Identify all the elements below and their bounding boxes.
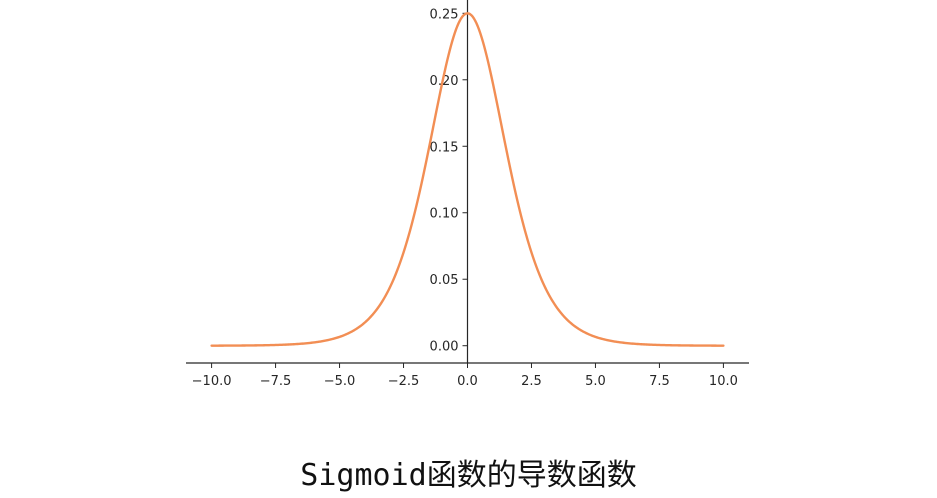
y-tick-label: 0.15 xyxy=(430,140,459,155)
x-tick-label: −7.5 xyxy=(260,374,292,389)
x-tick-label: 7.5 xyxy=(649,374,670,389)
y-tick-label: 0.25 xyxy=(430,7,459,22)
axes xyxy=(186,0,749,363)
y-tick-label: 0.10 xyxy=(430,207,459,222)
x-tick-label: 0.0 xyxy=(457,374,478,389)
x-tick-label: −2.5 xyxy=(388,374,420,389)
x-tick-label: 2.5 xyxy=(521,374,542,389)
y-tick-label: 0.05 xyxy=(430,273,459,288)
x-tick-label: 5.0 xyxy=(585,374,606,389)
y-tick-label: 0.00 xyxy=(430,340,459,355)
chart-caption: Sigmoid函数的导数函数 xyxy=(0,450,937,494)
x-tick-label: −5.0 xyxy=(324,374,356,389)
x-axis-ticks: −10.0 −7.5 −5.0 −2.5 0.0 2.5 5.0 7.5 10.0 xyxy=(192,363,738,389)
x-tick-label: 10.0 xyxy=(709,374,738,389)
x-tick-label: −10.0 xyxy=(192,374,232,389)
